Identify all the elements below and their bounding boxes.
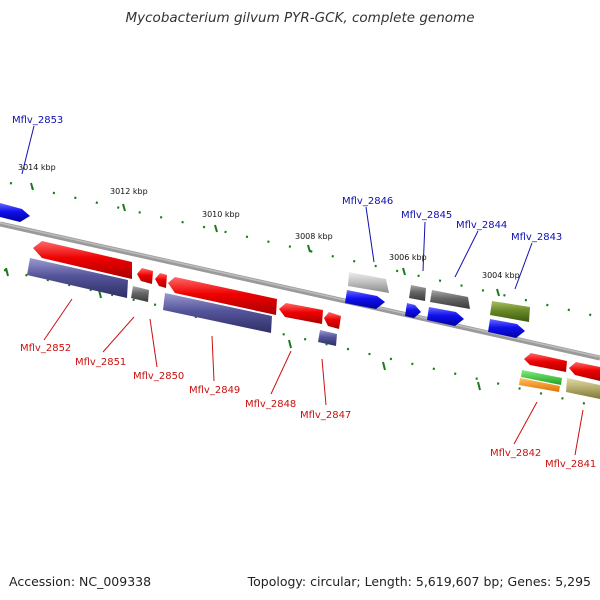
gene-label-mflv-2844[interactable]: Mflv_2844 <box>456 220 507 231</box>
gene-label-mflv-2841[interactable]: Mflv_2841 <box>545 459 596 470</box>
gene-label-mflv-2848[interactable]: Mflv_2848 <box>245 399 296 410</box>
gene-feature-mflv-2845-lower[interactable] <box>405 303 421 318</box>
gene-feature-mflv-2851[interactable] <box>131 286 149 302</box>
gene-label-mflv-2845[interactable]: Mflv_2845 <box>401 210 452 221</box>
upper-scale <box>9 181 600 319</box>
leader-line-mflv-2848 <box>270 350 292 395</box>
upper-minor-ticks <box>9 181 600 319</box>
kbp-label-3010: 3010 kbp <box>202 210 240 219</box>
major-tick-3014 <box>30 182 34 191</box>
leader-line-mflv-2852 <box>43 298 73 341</box>
gene-feature-mflv-2841-red[interactable] <box>569 362 600 381</box>
major-tick-3004 <box>496 288 500 297</box>
leader-line-mflv-2845 <box>422 221 426 272</box>
gene-label-mflv-2843[interactable]: Mflv_2843 <box>511 232 562 243</box>
lower-major-tick <box>288 339 292 349</box>
leader-line-mflv-2847 <box>321 358 327 406</box>
kbp-label-3008: 3008 kbp <box>295 232 333 241</box>
genome-summary: Topology: circular; Length: 5,619,607 bp… <box>247 574 591 589</box>
gene-label-mflv-2850[interactable]: Mflv_2850 <box>133 371 184 382</box>
kbp-label-3014: 3014 kbp <box>18 163 56 172</box>
map-title: Mycobacterium gilvum PYR-GCK, complete g… <box>126 10 475 26</box>
gene-feature-mflv-2843-lower[interactable] <box>488 319 525 338</box>
gene-feature-mflv-2849-red[interactable] <box>168 277 277 315</box>
accession-label: Accession: NC_009338 <box>9 574 151 589</box>
leader-line-mflv-2842 <box>513 401 538 445</box>
gene-feature-mflv-2852[interactable] <box>27 258 128 298</box>
kbp-label-3012: 3012 kbp <box>110 187 148 196</box>
gene-label-mflv-2849[interactable]: Mflv_2849 <box>189 385 240 396</box>
gene-feature-mflv-2842-green[interactable] <box>521 370 562 385</box>
lower-major-tick <box>477 381 481 391</box>
leader-line-mflv-2853 <box>21 125 35 175</box>
leader-line-mflv-2843 <box>514 242 533 290</box>
gene-feature-mflv-2841[interactable] <box>566 378 600 399</box>
gene-label-mflv-2853[interactable]: Mflv_2853 <box>12 115 63 126</box>
gene-feature-mflv-2842-red[interactable] <box>524 353 567 372</box>
leader-line-mflv-2850 <box>149 318 158 368</box>
major-tick-3010 <box>214 224 218 233</box>
gene-label-mflv-2846[interactable]: Mflv_2846 <box>342 196 393 207</box>
gene-label-mflv-2851[interactable]: Mflv_2851 <box>75 357 126 368</box>
kbp-label-3004: 3004 kbp <box>482 271 520 280</box>
gene-feature-mflv-2843[interactable] <box>490 301 530 322</box>
gene-feature-mflv-2846[interactable] <box>348 272 389 293</box>
genome-backbone <box>0 221 600 361</box>
lower-major-tick <box>382 361 386 371</box>
gene-feature-mflv-2844[interactable] <box>430 290 470 309</box>
gene-feature-mflv-2849[interactable] <box>163 293 272 333</box>
leader-line-mflv-2844 <box>454 230 479 278</box>
gene-feature-mflv-2848[interactable] <box>279 303 323 324</box>
lower-major-tick <box>5 267 9 277</box>
kbp-label-3006: 3006 kbp <box>389 253 427 262</box>
leader-line-mflv-2841 <box>574 409 584 456</box>
gene-feature-mflv-2847-red[interactable] <box>324 312 341 329</box>
gene-label-mflv-2847[interactable]: Mflv_2847 <box>300 410 351 421</box>
gene-feature-mflv-2852-red[interactable] <box>33 241 132 279</box>
leader-line-mflv-2846 <box>365 206 375 263</box>
gene-feature-mflv-2844-lower[interactable] <box>427 307 464 326</box>
leader-line-mflv-2851 <box>102 316 135 353</box>
gene-feature-mflv-2851-red[interactable] <box>137 268 153 284</box>
gene-feature-mflv-2842[interactable] <box>519 378 560 392</box>
gene-label-mflv-2842[interactable]: Mflv_2842 <box>490 448 541 459</box>
gene-label-mflv-2852[interactable]: Mflv_2852 <box>20 343 71 354</box>
leader-line-mflv-2849 <box>211 335 215 382</box>
major-tick-3006 <box>402 267 406 276</box>
gene-feature-mflv-2846-lower[interactable] <box>345 290 385 309</box>
major-tick-3008 <box>307 244 311 253</box>
gene-feature-mflv-2853[interactable] <box>0 203 30 222</box>
major-tick-3012 <box>122 203 126 212</box>
gene-feature-mflv-2845[interactable] <box>409 285 426 301</box>
gene-feature-mflv-2847[interactable] <box>318 330 337 346</box>
gene-feature-mflv-2850[interactable] <box>155 273 167 288</box>
